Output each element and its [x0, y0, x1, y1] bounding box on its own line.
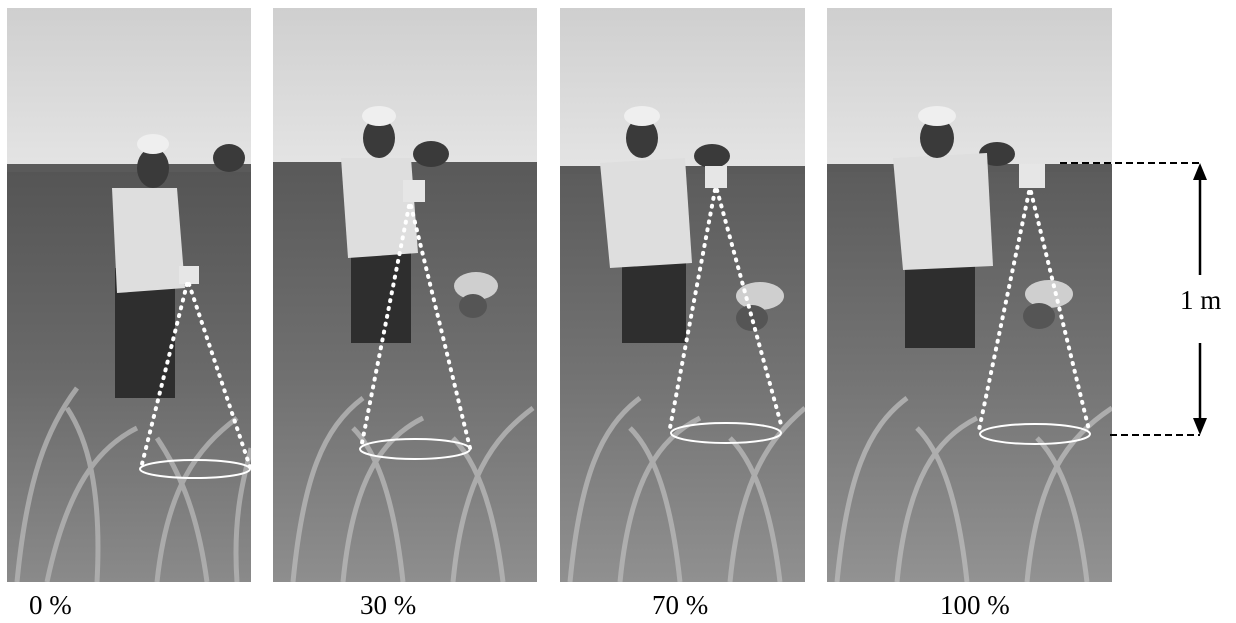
caption-panel-3: 70 % [652, 590, 709, 620]
sky [7, 8, 251, 168]
caption-panel-4: 100 % [940, 590, 1010, 620]
caption-panel-2: 30 % [360, 590, 417, 620]
height-scale-bar [1060, 162, 1207, 436]
tree [213, 144, 245, 172]
second-person [736, 282, 784, 331]
field-photo-0-percent [7, 8, 251, 582]
sensor-box [179, 266, 199, 284]
field-of-view-cone [668, 188, 784, 444]
caption-panel-1: 0 % [29, 590, 72, 620]
field-photo-70-percent [560, 8, 805, 582]
second-person [1023, 280, 1073, 329]
field-of-view-cone [977, 190, 1091, 445]
up-arrow-icon [1193, 163, 1207, 180]
field-photo-100-percent [827, 8, 1112, 582]
person [600, 106, 692, 343]
field-of-view-cone [359, 204, 472, 460]
field-of-view-cone [139, 282, 251, 479]
scale-label: 1 m [1180, 285, 1222, 315]
person [341, 106, 418, 343]
field-photo-30-percent [273, 8, 537, 582]
person [893, 106, 993, 348]
second-person [454, 272, 498, 318]
down-arrow-icon [1193, 418, 1207, 435]
